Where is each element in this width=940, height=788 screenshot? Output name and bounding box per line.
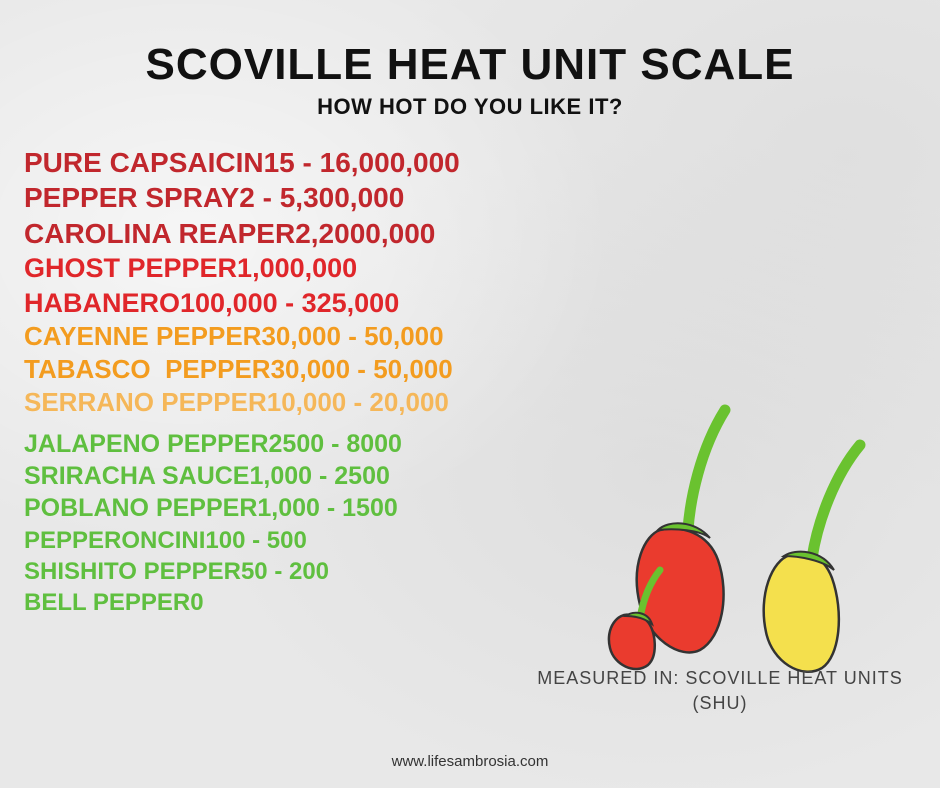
shu-value: 1,000 - 1500 [257,495,397,521]
shu-value: 30,000 - 50,000 [271,356,453,383]
scale-row: SERRANO PEPPER 10,000 - 20,000 [24,389,544,416]
scale-row: TABASCO PEPPER 30,000 - 50,000 [24,356,544,383]
shu-value: 0 [190,590,203,615]
pepper-large-red [637,410,725,652]
shu-value: 50 - 200 [241,559,329,584]
scale-row: PURE CAPSAICIN 15 - 16,000,000 [24,148,544,177]
shu-value: 100 - 500 [205,528,306,553]
caption-line-1: MEASURED IN: SCOVILLE HEAT UNITS [537,668,902,688]
shu-value: 2,2000,000 [295,219,435,248]
pepper-yellow [764,445,860,672]
page-title: SCOVILLE HEAT UNIT SCALE [0,0,940,90]
scoville-scale-list: PURE CAPSAICIN 15 - 16,000,000 PEPPER SPR… [24,148,544,621]
scale-row: HABANERO 100,000 - 325,000 [24,289,544,317]
scale-row: POBLANO PEPPER 1,000 - 1500 [24,495,544,521]
scale-row: CAROLINA REAPER 2,2000,000 [24,219,544,248]
pepper-name: BELL PEPPER [24,590,190,615]
pepper-name: PEPPER SPRAY [24,183,239,212]
scale-row: GHOST PEPPER 1,000,000 [24,254,544,282]
scale-row: JALAPENO PEPPER 2500 - 8000 [24,431,544,457]
shu-value: 30,000 - 50,000 [261,323,443,350]
scale-row: BELL PEPPER 0 [24,590,544,615]
shu-value: 2500 - 8000 [269,431,402,457]
shu-value: 2 - 5,300,000 [239,183,404,212]
scale-row: PEPPER SPRAY 2 - 5,300,000 [24,183,544,212]
pepper-name: SRIRACHA SAUCE [24,463,249,489]
shu-value: 100,000 - 325,000 [180,289,399,317]
footer-url: www.lifesambrosia.com [0,753,940,770]
scale-row: PEPPERONCINI 100 - 500 [24,528,544,553]
caption-line-2: (SHU) [693,693,748,713]
measurement-caption: MEASURED IN: SCOVILLE HEAT UNITS (SHU) [530,666,910,716]
pepper-name: CAYENNE PEPPER [24,323,261,350]
shu-value: 15 - 16,000,000 [264,148,460,177]
pepper-name: JALAPENO PEPPER [24,431,269,457]
shu-value: 1,000,000 [237,254,357,282]
pepper-name: TABASCO PEPPER [24,356,271,383]
pepper-name: SHISHITO PEPPER [24,559,241,584]
pepper-name: PURE CAPSAICIN [24,148,264,177]
pepper-illustration [540,380,900,690]
page-subtitle: HOW HOT DO YOU LIKE IT? [0,94,940,120]
pepper-name: PEPPERONCINI [24,528,205,553]
pepper-name: GHOST PEPPER [24,254,237,282]
pepper-name: CAROLINA REAPER [24,219,295,248]
pepper-name: HABANERO [24,289,180,317]
pepper-name: POBLANO PEPPER [24,495,257,521]
scale-row: SRIRACHA SAUCE 1,000 - 2500 [24,463,544,489]
pepper-name: SERRANO PEPPER [24,389,267,416]
shu-value: 10,000 - 20,000 [267,389,449,416]
scale-row: SHISHITO PEPPER 50 - 200 [24,559,544,584]
scale-row: CAYENNE PEPPER 30,000 - 50,000 [24,323,544,350]
shu-value: 1,000 - 2500 [249,463,389,489]
